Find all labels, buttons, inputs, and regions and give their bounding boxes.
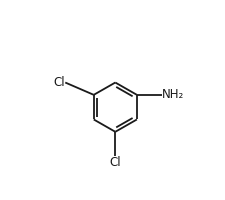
Text: Cl: Cl (54, 76, 65, 89)
Text: NH₂: NH₂ (162, 88, 184, 101)
Text: Cl: Cl (110, 156, 121, 169)
